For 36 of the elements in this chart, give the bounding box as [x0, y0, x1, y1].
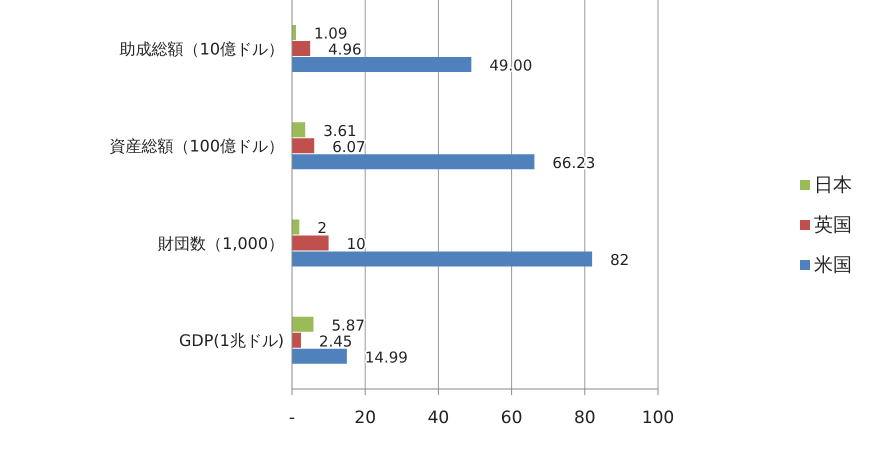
bar [292, 57, 472, 72]
bar [292, 122, 306, 138]
data-label: 10 [346, 235, 366, 254]
bar [292, 252, 592, 266]
x-tick-label: 20 [354, 408, 376, 428]
bar [292, 138, 314, 154]
bar [292, 41, 310, 56]
y-tick-label: 財団数（1,000） [158, 234, 284, 253]
data-label: 3.61 [323, 122, 357, 140]
y-tick-label: 助成総額（10億ドル） [120, 39, 284, 58]
data-label: 14.99 [364, 348, 408, 366]
bar [292, 332, 301, 348]
y-tick-label: GDP(1兆ドル) [178, 331, 284, 350]
bar [292, 154, 534, 170]
data-label: 82 [610, 251, 630, 270]
x-tick-label: 100 [642, 408, 674, 428]
x-tick-label: 80 [574, 408, 596, 428]
data-label: 4.96 [328, 40, 362, 59]
legend-label: 英国 [814, 214, 852, 236]
data-label: 6.07 [332, 138, 366, 156]
y-tick-label: 資産総額（100億ドル） [109, 136, 284, 156]
bar [292, 348, 347, 364]
data-label: 2 [317, 219, 327, 238]
data-label: 1.09 [314, 24, 348, 43]
x-tick-label: 60 [500, 408, 522, 428]
bar [292, 236, 329, 250]
data-label: 49.00 [489, 56, 532, 75]
x-tick-label: 40 [428, 408, 450, 428]
bar [292, 220, 300, 234]
data-label: 5.87 [331, 316, 365, 334]
data-label: 66.23 [552, 154, 596, 172]
legend-label: 米国 [814, 254, 852, 276]
x-tick-label: - [288, 408, 296, 428]
legend-label: 日本 [814, 174, 852, 196]
bar [292, 316, 314, 332]
data-label: 2.45 [318, 332, 352, 350]
